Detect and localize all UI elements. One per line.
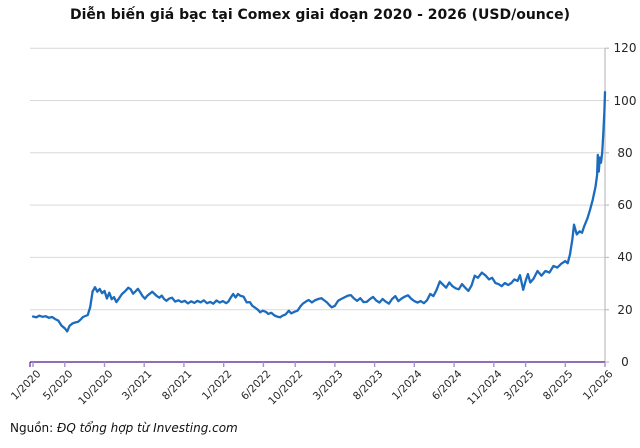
x-axis [29,361,606,367]
source-note: Nguồn: ĐQ tổng hợp từ Investing.com [10,421,238,435]
y-tick-label: 40 [617,250,633,265]
y-tick-label: 80 [617,145,633,160]
source-text: ĐQ tổng hợp từ Investing.com [57,421,238,435]
y-tick-label: 120 [613,41,637,56]
y-tick-label: 0 [621,355,629,369]
source-prefix: Nguồn: [10,421,58,435]
y-tick-label: 100 [613,93,637,108]
silver-price-line [31,90,607,333]
y-tick-label: 20 [617,302,633,317]
y-tick-label: 60 [617,198,633,213]
chart-title: Diễn biến giá bạc tại Comex giai đoạn 20… [70,7,570,23]
gridlines [30,47,605,311]
